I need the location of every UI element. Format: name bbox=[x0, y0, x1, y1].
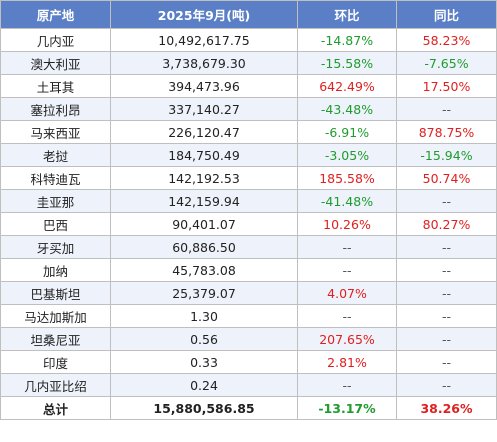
cell-origin: 老挝 bbox=[0, 143, 111, 167]
table-row: 土耳其 394,473.96 642.49% 17.50% bbox=[0, 74, 497, 98]
table-row: 牙买加 60,886.50 -- -- bbox=[0, 235, 497, 259]
table-row: 巴基斯坦 25,379.07 4.07% -- bbox=[0, 281, 497, 305]
cell-mom: 642.49% bbox=[297, 74, 397, 98]
cell-mom: -41.48% bbox=[297, 189, 397, 213]
header-yoy: 同比 bbox=[396, 0, 497, 29]
cell-amount: 15,880,586.85 bbox=[110, 396, 298, 420]
cell-amount: 184,750.49 bbox=[110, 143, 298, 167]
cell-yoy: -- bbox=[396, 189, 497, 213]
cell-amount: 1.30 bbox=[110, 304, 298, 328]
cell-mom: -- bbox=[297, 258, 397, 282]
total-row: 总计 15,880,586.85 -13.17% 38.26% bbox=[0, 396, 497, 420]
cell-mom: 185.58% bbox=[297, 166, 397, 190]
cell-origin: 马来西亚 bbox=[0, 120, 111, 144]
cell-origin: 加纳 bbox=[0, 258, 111, 282]
table-body: 几内亚 10,492,617.75 -14.87% 58.23% 澳大利亚 3,738,6… bbox=[0, 28, 497, 420]
cell-mom: 10.26% bbox=[297, 212, 397, 236]
cell-amount: 0.56 bbox=[110, 327, 298, 351]
cell-yoy: -7.65% bbox=[396, 51, 497, 75]
cell-origin: 总计 bbox=[0, 396, 111, 420]
cell-mom: -- bbox=[297, 304, 397, 328]
cell-origin: 马达加斯加 bbox=[0, 304, 111, 328]
header-origin: 原产地 bbox=[0, 0, 111, 29]
cell-mom: -13.17% bbox=[297, 396, 397, 420]
table-header-row: 原产地 2025年9月(吨) 环比 同比 bbox=[0, 0, 497, 29]
cell-mom: 207.65% bbox=[297, 327, 397, 351]
import-origin-table: 原产地 2025年9月(吨) 环比 同比 几内亚 10,492,617.75 -14… bbox=[0, 0, 497, 420]
cell-mom: -- bbox=[297, 373, 397, 397]
cell-yoy: -- bbox=[396, 327, 497, 351]
cell-amount: 0.24 bbox=[110, 373, 298, 397]
cell-mom: -- bbox=[297, 235, 397, 259]
cell-amount: 0.33 bbox=[110, 350, 298, 374]
cell-origin: 几内亚 bbox=[0, 28, 111, 52]
table-row: 几内亚比绍 0.24 -- -- bbox=[0, 373, 497, 397]
cell-yoy: -- bbox=[396, 235, 497, 259]
cell-amount: 142,159.94 bbox=[110, 189, 298, 213]
table-row: 坦桑尼亚 0.56 207.65% -- bbox=[0, 327, 497, 351]
header-mom: 环比 bbox=[297, 0, 397, 29]
cell-origin: 澳大利亚 bbox=[0, 51, 111, 75]
cell-yoy: 80.27% bbox=[396, 212, 497, 236]
cell-mom: -6.91% bbox=[297, 120, 397, 144]
table-row: 澳大利亚 3,738,679.30 -15.58% -7.65% bbox=[0, 51, 497, 75]
cell-amount: 142,192.53 bbox=[110, 166, 298, 190]
cell-yoy: -- bbox=[396, 258, 497, 282]
cell-mom: -3.05% bbox=[297, 143, 397, 167]
table-row: 加纳 45,783.08 -- -- bbox=[0, 258, 497, 282]
cell-yoy: -- bbox=[396, 281, 497, 305]
header-amount: 2025年9月(吨) bbox=[110, 0, 298, 29]
table-row: 印度 0.33 2.81% -- bbox=[0, 350, 497, 374]
table-row: 马达加斯加 1.30 -- -- bbox=[0, 304, 497, 328]
cell-amount: 90,401.07 bbox=[110, 212, 298, 236]
table-row: 老挝 184,750.49 -3.05% -15.94% bbox=[0, 143, 497, 167]
cell-origin: 圭亚那 bbox=[0, 189, 111, 213]
cell-origin: 巴西 bbox=[0, 212, 111, 236]
cell-amount: 25,379.07 bbox=[110, 281, 298, 305]
table-row: 巴西 90,401.07 10.26% 80.27% bbox=[0, 212, 497, 236]
cell-origin: 塞拉利昂 bbox=[0, 97, 111, 121]
cell-amount: 45,783.08 bbox=[110, 258, 298, 282]
cell-origin: 土耳其 bbox=[0, 74, 111, 98]
cell-mom: 4.07% bbox=[297, 281, 397, 305]
cell-yoy: 17.50% bbox=[396, 74, 497, 98]
table-row: 塞拉利昂 337,140.27 -43.48% -- bbox=[0, 97, 497, 121]
cell-mom: 2.81% bbox=[297, 350, 397, 374]
cell-origin: 几内亚比绍 bbox=[0, 373, 111, 397]
cell-mom: -14.87% bbox=[297, 28, 397, 52]
cell-yoy: -- bbox=[396, 350, 497, 374]
cell-yoy: 50.74% bbox=[396, 166, 497, 190]
cell-yoy: -15.94% bbox=[396, 143, 497, 167]
cell-yoy: -- bbox=[396, 373, 497, 397]
table-row: 圭亚那 142,159.94 -41.48% -- bbox=[0, 189, 497, 213]
cell-origin: 科特迪瓦 bbox=[0, 166, 111, 190]
table-row: 科特迪瓦 142,192.53 185.58% 50.74% bbox=[0, 166, 497, 190]
cell-origin: 印度 bbox=[0, 350, 111, 374]
cell-origin: 坦桑尼亚 bbox=[0, 327, 111, 351]
cell-amount: 337,140.27 bbox=[110, 97, 298, 121]
cell-yoy: 878.75% bbox=[396, 120, 497, 144]
cell-yoy: -- bbox=[396, 97, 497, 121]
cell-origin: 巴基斯坦 bbox=[0, 281, 111, 305]
table-row: 马来西亚 226,120.47 -6.91% 878.75% bbox=[0, 120, 497, 144]
table-row: 几内亚 10,492,617.75 -14.87% 58.23% bbox=[0, 28, 497, 52]
cell-yoy: 38.26% bbox=[396, 396, 497, 420]
cell-amount: 226,120.47 bbox=[110, 120, 298, 144]
cell-amount: 394,473.96 bbox=[110, 74, 298, 98]
cell-mom: -43.48% bbox=[297, 97, 397, 121]
cell-yoy: 58.23% bbox=[396, 28, 497, 52]
cell-origin: 牙买加 bbox=[0, 235, 111, 259]
cell-amount: 10,492,617.75 bbox=[110, 28, 298, 52]
cell-yoy: -- bbox=[396, 304, 497, 328]
cell-amount: 60,886.50 bbox=[110, 235, 298, 259]
cell-amount: 3,738,679.30 bbox=[110, 51, 298, 75]
cell-mom: -15.58% bbox=[297, 51, 397, 75]
